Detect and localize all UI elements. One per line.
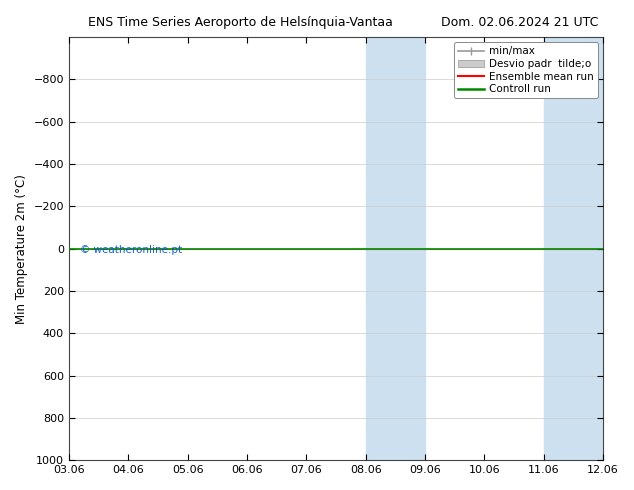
Text: ENS Time Series Aeroporto de Helsínquia-Vantaa: ENS Time Series Aeroporto de Helsínquia-… [89, 16, 393, 29]
Text: Dom. 02.06.2024 21 UTC: Dom. 02.06.2024 21 UTC [441, 16, 598, 29]
Bar [396, 37, 425, 460]
Legend: min/max, Desvio padr  tilde;o, Ensemble mean run, Controll run: min/max, Desvio padr tilde;o, Ensemble m… [453, 42, 598, 98]
Bar [366, 37, 396, 460]
Y-axis label: Min Temperature 2m (°C): Min Temperature 2m (°C) [15, 173, 28, 323]
Bar [573, 37, 603, 460]
Text: © weatheronline.pt: © weatheronline.pt [80, 245, 182, 255]
Bar [544, 37, 573, 460]
